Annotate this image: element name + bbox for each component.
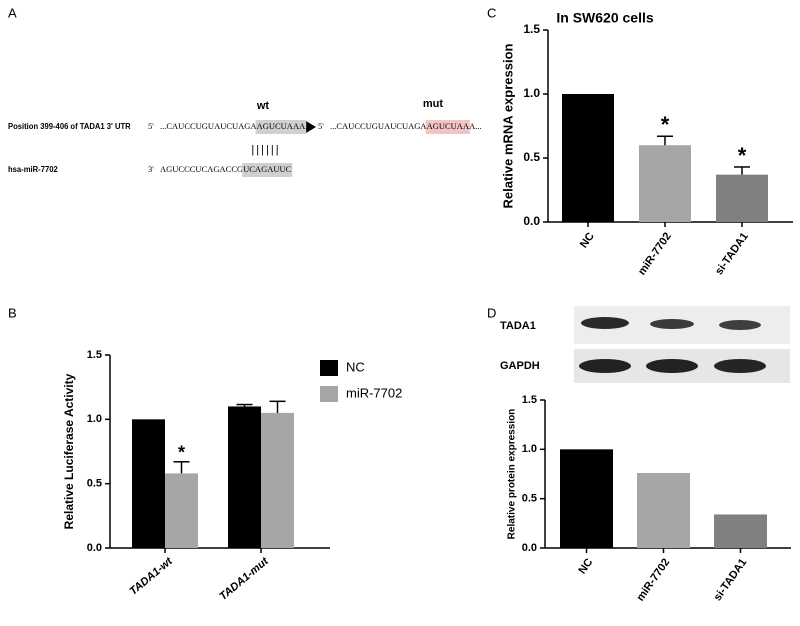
mut-label: mut xyxy=(423,98,444,110)
significance-mark: * xyxy=(738,143,747,168)
y-axis-label: Relative Luciferase Activity xyxy=(62,373,76,529)
prime-label: 5' xyxy=(318,121,324,131)
significance-mark: * xyxy=(178,443,185,463)
highlight xyxy=(242,163,293,177)
sequence-part: UCAGAUUC xyxy=(243,164,292,174)
sequence-part: ...CAUCCUGUAUCUAGA xyxy=(330,121,427,131)
chart-title: In SW620 cells xyxy=(556,10,653,26)
panel-label: B xyxy=(8,305,17,320)
panel-label: D xyxy=(487,305,496,320)
bar xyxy=(716,174,768,222)
y-tick-label: 1.0 xyxy=(87,413,102,425)
x-tick-label: TADA1-wt xyxy=(127,554,175,597)
y-axis-label: Relative mRNA expression xyxy=(500,43,515,208)
y-tick-label: 0.0 xyxy=(522,542,537,554)
bar xyxy=(132,419,165,548)
legend-label: miR-7702 xyxy=(346,385,402,400)
sequence-part: AGUCCCUCAGACCG xyxy=(160,164,243,174)
blot-label: GAPDH xyxy=(500,360,540,372)
prime-label: 5' xyxy=(148,121,154,131)
bar xyxy=(228,406,261,548)
blot-label: TADA1 xyxy=(500,320,536,332)
sequence-label: Position 399-406 of TADA1 3' UTR xyxy=(8,122,131,131)
wt-label: wt xyxy=(256,100,270,112)
y-tick-label: 1.0 xyxy=(523,86,540,100)
y-tick-label: 1.5 xyxy=(87,349,102,361)
bar xyxy=(165,473,198,548)
legend-swatch xyxy=(320,386,338,402)
sequence-part: AGUCUAAA xyxy=(257,121,307,131)
sequence-part: AGUCUAA xyxy=(427,121,470,131)
y-tick-label: 0.0 xyxy=(87,542,102,554)
sequence-part: ... xyxy=(305,121,311,131)
y-tick-label: 1.5 xyxy=(522,394,537,406)
y-tick-label: 0.5 xyxy=(522,493,537,505)
highlight xyxy=(425,120,471,134)
x-tick-label: si-TADA1 xyxy=(713,231,751,278)
bar xyxy=(261,412,294,548)
y-tick-label: 0.0 xyxy=(523,214,540,228)
bar xyxy=(562,94,614,222)
x-tick-label: TADA1-mut xyxy=(217,554,271,602)
highlight xyxy=(255,120,307,134)
pairing: |||||| xyxy=(251,144,280,156)
bar xyxy=(639,145,691,222)
x-tick-label: si-TADA1 xyxy=(712,557,750,604)
sequence-part: ...CAUCCUGUAUCUAGA xyxy=(160,121,257,131)
y-tick-label: 0.5 xyxy=(523,150,540,164)
prime-label: 3' xyxy=(148,164,154,174)
panel-label: A xyxy=(8,5,17,20)
x-tick-label: miR-7702 xyxy=(634,557,672,604)
bar xyxy=(714,514,767,548)
y-tick-label: 0.5 xyxy=(87,478,102,490)
panel-label: C xyxy=(487,5,496,20)
legend-swatch xyxy=(320,360,338,376)
sequence-part: A... xyxy=(469,121,482,131)
bar xyxy=(637,473,690,548)
x-tick-label: NC xyxy=(578,230,597,250)
sequence-label: hsa-miR-7702 xyxy=(8,165,58,174)
bar xyxy=(560,449,613,548)
western-blot xyxy=(574,306,790,383)
y-tick-label: 1.0 xyxy=(522,443,537,455)
x-tick-label: NC xyxy=(576,556,595,576)
y-axis-label: Relative protein expression xyxy=(507,409,518,540)
significance-mark: * xyxy=(661,112,670,137)
y-tick-label: 1.5 xyxy=(523,22,540,36)
legend-label: NC xyxy=(346,359,365,374)
x-tick-label: miR-7702 xyxy=(636,231,674,278)
